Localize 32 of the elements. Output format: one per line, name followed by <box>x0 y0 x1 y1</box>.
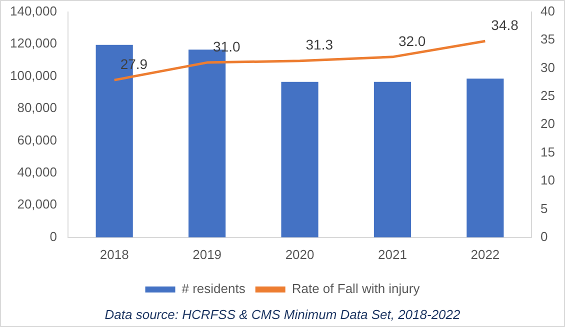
y2-tick-label: 35 <box>540 32 556 47</box>
legend-label: Rate of Fall with injury <box>292 281 420 296</box>
y-tick-label: 60,000 <box>17 132 57 148</box>
bar <box>374 82 412 238</box>
y2-tick-label: 5 <box>540 200 548 216</box>
data-label: 31.3 <box>306 36 334 53</box>
bar <box>466 78 504 238</box>
y2-tick-label: 20 <box>540 116 556 132</box>
y2-tick-label: 30 <box>540 60 556 75</box>
x-tick-label: 2020 <box>285 246 314 262</box>
y-tick-label: 80,000 <box>17 100 57 116</box>
y-tick-label: 120,000 <box>10 36 57 51</box>
data-label: 32.0 <box>398 32 426 49</box>
data-label: 34.8 <box>491 16 519 33</box>
y-tick-label: 0 <box>50 228 57 244</box>
x-tick-label: 2022 <box>470 246 500 262</box>
x-tick-label: 2019 <box>192 246 222 262</box>
y2-tick-label: 25 <box>540 88 556 103</box>
legend-label: # residents <box>182 281 246 296</box>
bar <box>281 82 318 238</box>
y-tick-label: 140,000 <box>10 3 57 18</box>
data-label: 31.0 <box>213 38 241 54</box>
y2-tick-label: 0 <box>540 228 548 244</box>
source-note: Data source: HCRFSS & CMS Minimum Data Set, 2018-2022 <box>104 307 462 322</box>
y-tick-label: 40,000 <box>17 164 57 180</box>
y2-tick-label: 40 <box>540 3 556 18</box>
x-tick-label: 2018 <box>100 246 129 262</box>
y2-tick-label: 10 <box>540 172 556 188</box>
y-tick-label: 20,000 <box>17 196 57 212</box>
x-tick-label: 2021 <box>378 246 407 262</box>
y2-tick-label: 15 <box>540 144 556 160</box>
y-tick-label: 100,000 <box>10 68 57 83</box>
